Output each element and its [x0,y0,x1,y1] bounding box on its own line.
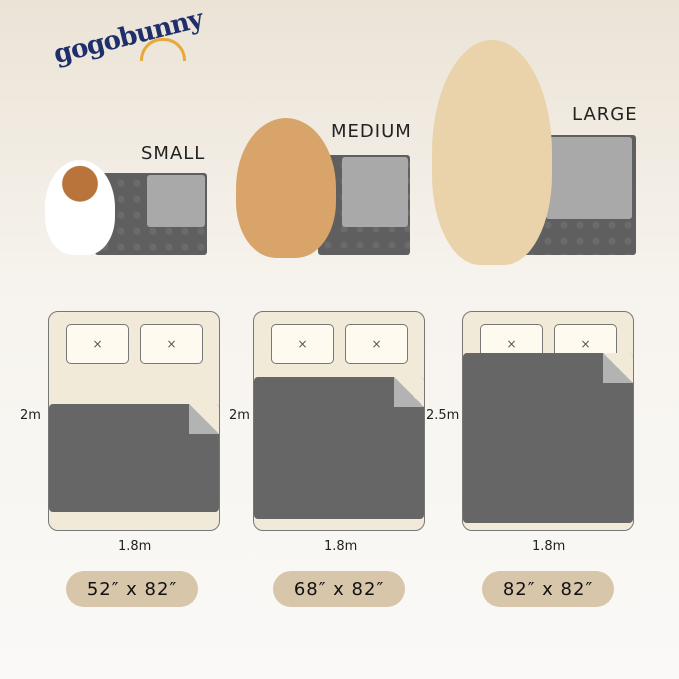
pad-corner-fold [394,377,424,407]
bed-diagram-medium: × × [253,311,425,531]
bed-width-large: 1.8m [532,539,566,554]
pad-coverage [254,377,424,519]
bed-length-large: 2.5m [426,408,460,423]
dimension-badge-medium: 68″ x 82″ [273,571,405,607]
small-pad-fold [147,175,205,227]
pillow: × [345,324,408,364]
size-label-medium: MEDIUM [331,121,412,142]
bed-length-medium: 2m [229,408,250,423]
pad-corner-fold [603,353,633,383]
medium-dog-image [236,118,336,258]
pad-coverage [49,404,219,512]
medium-pad-fold [342,157,408,227]
bed-width-small: 1.8m [118,539,152,554]
pillow: × [66,324,129,364]
large-dog-image [432,40,552,265]
dimension-badge-small: 52″ x 82″ [66,571,198,607]
bed-diagram-large: × × [462,311,634,531]
pad-corner-fold [189,404,219,434]
size-label-small: SMALL [141,143,206,164]
pillow: × [140,324,203,364]
size-label-large: LARGE [572,104,638,125]
bed-length-small: 2m [20,408,41,423]
bed-width-medium: 1.8m [324,539,358,554]
pillow: × [271,324,334,364]
small-dog-image [45,160,115,255]
bed-diagram-small: × × [48,311,220,531]
pad-coverage [463,353,633,523]
dimension-badge-large: 82″ x 82″ [482,571,614,607]
large-pad-fold [546,137,632,219]
